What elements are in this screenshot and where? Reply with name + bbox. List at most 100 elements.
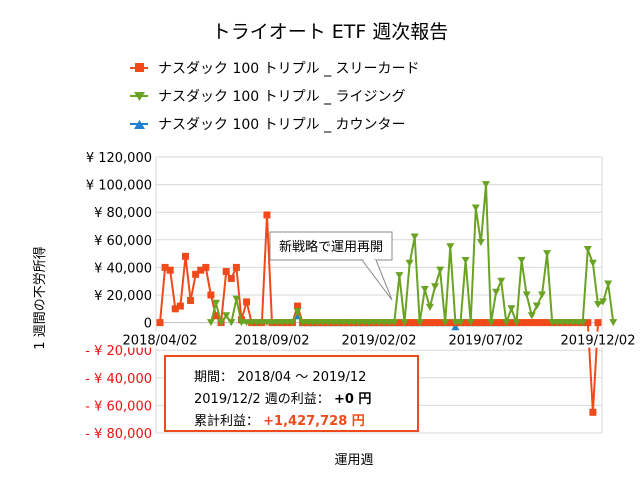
data-point: [583, 245, 592, 253]
data-point: [257, 319, 266, 327]
data-point: [212, 299, 221, 307]
data-point: [456, 319, 465, 327]
data-point: [568, 319, 577, 327]
data-point: [406, 319, 414, 327]
data-point: [431, 283, 440, 291]
legend-item-rising: ナスダック 100 トリプル _ ライジング: [130, 89, 406, 105]
data-point: [512, 319, 521, 327]
data-point: [471, 204, 480, 212]
data-point: [202, 263, 210, 271]
y-tick-label: ¥ 60,000: [94, 234, 152, 249]
data-point: [594, 301, 602, 309]
series-1: [206, 181, 618, 327]
summary-week: 2019/12/2 週の利益： +0 円: [194, 388, 371, 407]
data-point: [492, 288, 501, 296]
data-point: [558, 319, 567, 327]
data-point: [522, 291, 531, 299]
legend-item-threecard: ナスダック 100 トリプル _ スリーカード: [130, 61, 420, 77]
x-tick-bg: [122, 331, 198, 348]
legend-label-rising: ナスダック 100 トリプル _ ライジング: [158, 89, 406, 105]
data-point: [400, 319, 409, 327]
data-point: [573, 319, 582, 327]
data-point: [543, 319, 551, 327]
data-point: [278, 319, 287, 327]
x-tick-label: 2019/07/02: [448, 334, 523, 349]
data-point: [415, 319, 424, 327]
data-point: [176, 302, 184, 310]
y-axis-label: 1 週間の不労所得: [32, 246, 48, 349]
data-point: [329, 319, 338, 327]
data-point: [538, 319, 546, 327]
data-point: [431, 319, 439, 327]
y-tick-label: ¥ 20,000: [94, 289, 152, 304]
x-tick-label: 2019/12/02: [561, 334, 636, 349]
data-point: [533, 319, 541, 327]
data-point: [212, 312, 220, 320]
data-point: [451, 319, 460, 327]
data-point: [344, 319, 353, 327]
data-point: [609, 319, 618, 327]
x-tick-label: 2018/09/02: [235, 334, 310, 349]
data-point: [528, 319, 536, 327]
data-point: [263, 211, 271, 219]
x-tick-bg: [560, 331, 636, 348]
data-point: [181, 252, 189, 260]
x-tick-bg: [341, 331, 417, 348]
data-point: [482, 319, 490, 327]
data-point: [339, 319, 348, 327]
y-axis-ticks: ¥ 120,000 ¥ 100,000 ¥ 80,000 ¥ 60,000 ¥ 40,0…: [85, 151, 152, 442]
data-point: [243, 298, 251, 306]
data-point: [380, 319, 389, 327]
data-point: [166, 266, 174, 274]
y-tick-label: ¥ 40,000: [94, 261, 152, 276]
y-tick-label: - ¥ 60,000: [85, 399, 152, 414]
data-point: [507, 319, 515, 327]
data-point: [604, 280, 613, 288]
data-point: [354, 319, 363, 327]
data-point: [497, 277, 506, 285]
data-point: [171, 305, 179, 313]
data-point: [410, 233, 419, 241]
x-tick-bg: [447, 331, 524, 348]
y-tick-label: 0: [144, 317, 152, 332]
y-tick-label: - ¥ 40,000: [85, 372, 152, 387]
data-point: [584, 319, 592, 327]
x-tick-label: 2019/02/02: [342, 334, 417, 349]
total-value: +1,427,728 円: [263, 414, 365, 429]
data-point: [426, 319, 434, 327]
data-point: [523, 319, 531, 327]
data-point: [481, 181, 490, 189]
data-point: [273, 319, 282, 327]
data-point: [487, 319, 496, 327]
data-point: [237, 319, 246, 327]
data-point: [232, 263, 240, 271]
data-point: [563, 319, 572, 327]
period-value: 2018/04 ～ 2019/12: [237, 370, 367, 385]
data-point: [578, 319, 587, 327]
data-point: [594, 319, 602, 327]
data-point: [537, 291, 546, 299]
data-point: [421, 319, 429, 327]
data-point: [318, 319, 327, 327]
data-point: [466, 319, 475, 327]
summary-total: 累計利益： +1,427,728 円: [194, 410, 365, 429]
data-point: [222, 268, 230, 276]
week-label: 2019/12/2 週の利益：: [194, 392, 330, 407]
data-point: [436, 266, 445, 274]
data-point: [294, 302, 302, 310]
data-point: [242, 319, 251, 327]
data-point: [303, 319, 312, 327]
data-point: [461, 257, 470, 264]
data-point: [553, 319, 562, 327]
data-point: [436, 319, 444, 327]
data-point: [349, 319, 358, 327]
data-point: [313, 319, 322, 327]
annotation-text: 新戦略で運用再開: [279, 239, 383, 255]
data-point: [288, 319, 297, 327]
data-point: [543, 250, 552, 258]
data-point: [395, 319, 403, 327]
legend-label-threecard: ナスダック 100 トリプル _ スリーカード: [158, 61, 420, 77]
summary-period: 期間： 2018/04 ～ 2019/12: [194, 366, 366, 385]
legend: ナスダック 100 トリプル _ スリーカード ナスダック 100 トリプル _…: [130, 61, 420, 133]
